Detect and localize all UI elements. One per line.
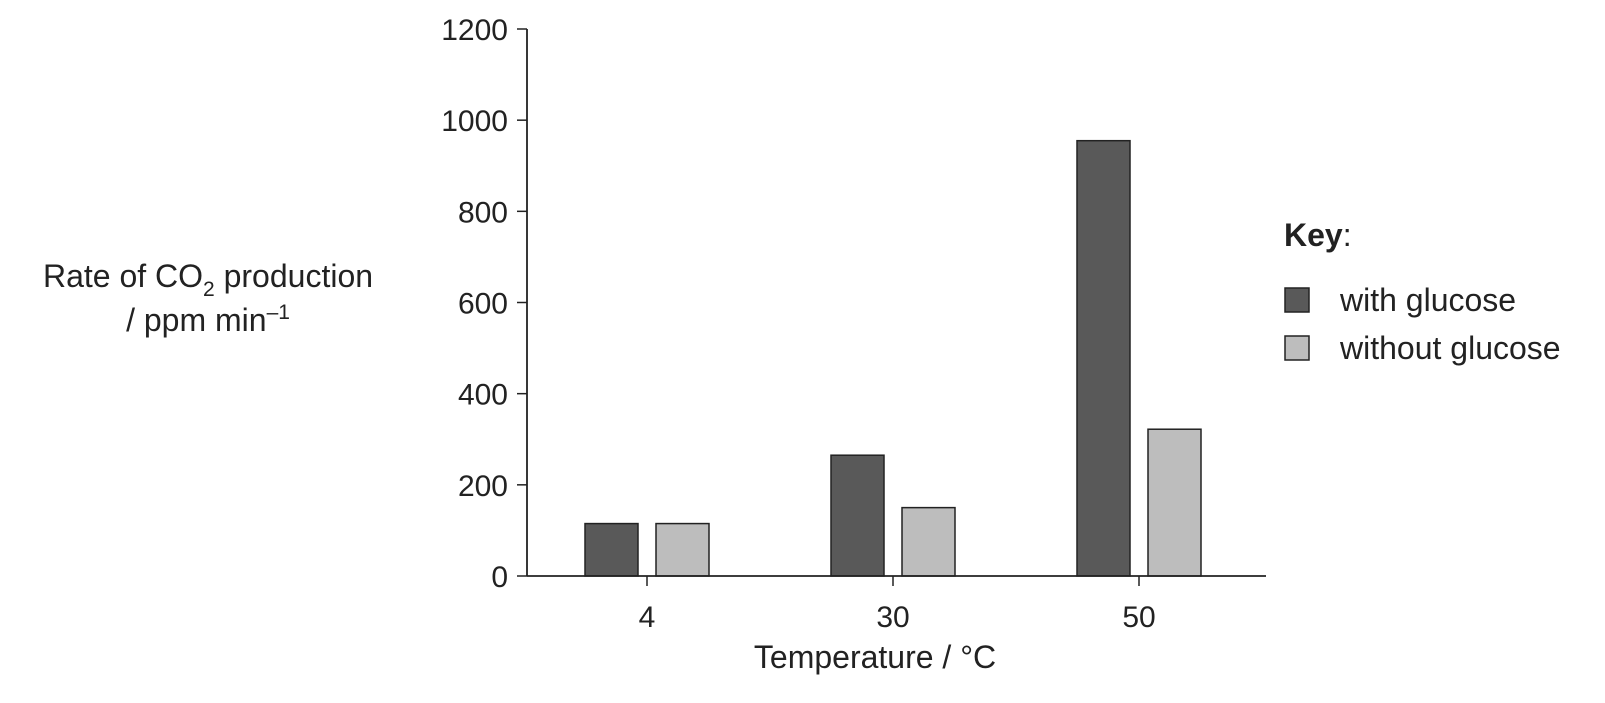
- x-axis-title: Temperature / °C: [754, 639, 996, 675]
- y-axis-ticks: 0 200 400 600 800 1000 1200: [441, 14, 527, 594]
- bar-with-glucose-50: [1076, 139, 1131, 577]
- legend-swatch-with-glucose: [1284, 287, 1310, 313]
- legend-swatch-without-glucose: [1284, 335, 1310, 361]
- y-axis-title-line1-pre: Rate of CO: [43, 258, 203, 294]
- y-axis-title-line2: / ppm min–1: [126, 301, 290, 338]
- bar-with-glucose-4: [584, 522, 639, 577]
- y-axis-title-line1-sub: 2: [203, 278, 215, 301]
- bars-group: [584, 139, 1202, 577]
- y-axis-title-line2-pre: / ppm min: [126, 302, 266, 338]
- x-tick-label-4: 4: [639, 601, 656, 634]
- x-tick-label-50: 50: [1122, 601, 1155, 634]
- y-tick-label-1200: 1200: [441, 14, 508, 47]
- x-tick-label-30: 30: [876, 601, 909, 634]
- legend: Key: with glucose without glucose: [1284, 217, 1561, 366]
- legend-title: Key:: [1284, 217, 1352, 253]
- legend-title-bold: Key: [1284, 217, 1343, 253]
- legend-label-with-glucose: with glucose: [1339, 282, 1516, 318]
- y-tick-label-0: 0: [491, 561, 508, 594]
- legend-title-suffix: :: [1343, 217, 1352, 253]
- y-tick-label-800: 800: [458, 196, 508, 229]
- bar-without-glucose-30: [901, 506, 956, 577]
- y-axis-title-line2-sup: –1: [267, 301, 290, 324]
- bar-without-glucose-4: [655, 522, 710, 577]
- y-tick-label-600: 600: [458, 288, 508, 321]
- x-axis-ticks: 4 30 50: [639, 576, 1156, 634]
- y-axis-title: Rate of CO2 production: [43, 258, 373, 301]
- legend-items: with glucose without glucose: [1284, 282, 1561, 366]
- y-axis-title-line1-post: production: [215, 258, 373, 294]
- y-tick-label-400: 400: [458, 379, 508, 412]
- bar-without-glucose-50: [1147, 428, 1202, 577]
- y-tick-label-200: 200: [458, 470, 508, 503]
- axes: [526, 29, 1266, 577]
- y-tick-label-1000: 1000: [441, 105, 508, 138]
- legend-label-without-glucose: without glucose: [1339, 330, 1561, 366]
- bar-with-glucose-30: [830, 454, 885, 577]
